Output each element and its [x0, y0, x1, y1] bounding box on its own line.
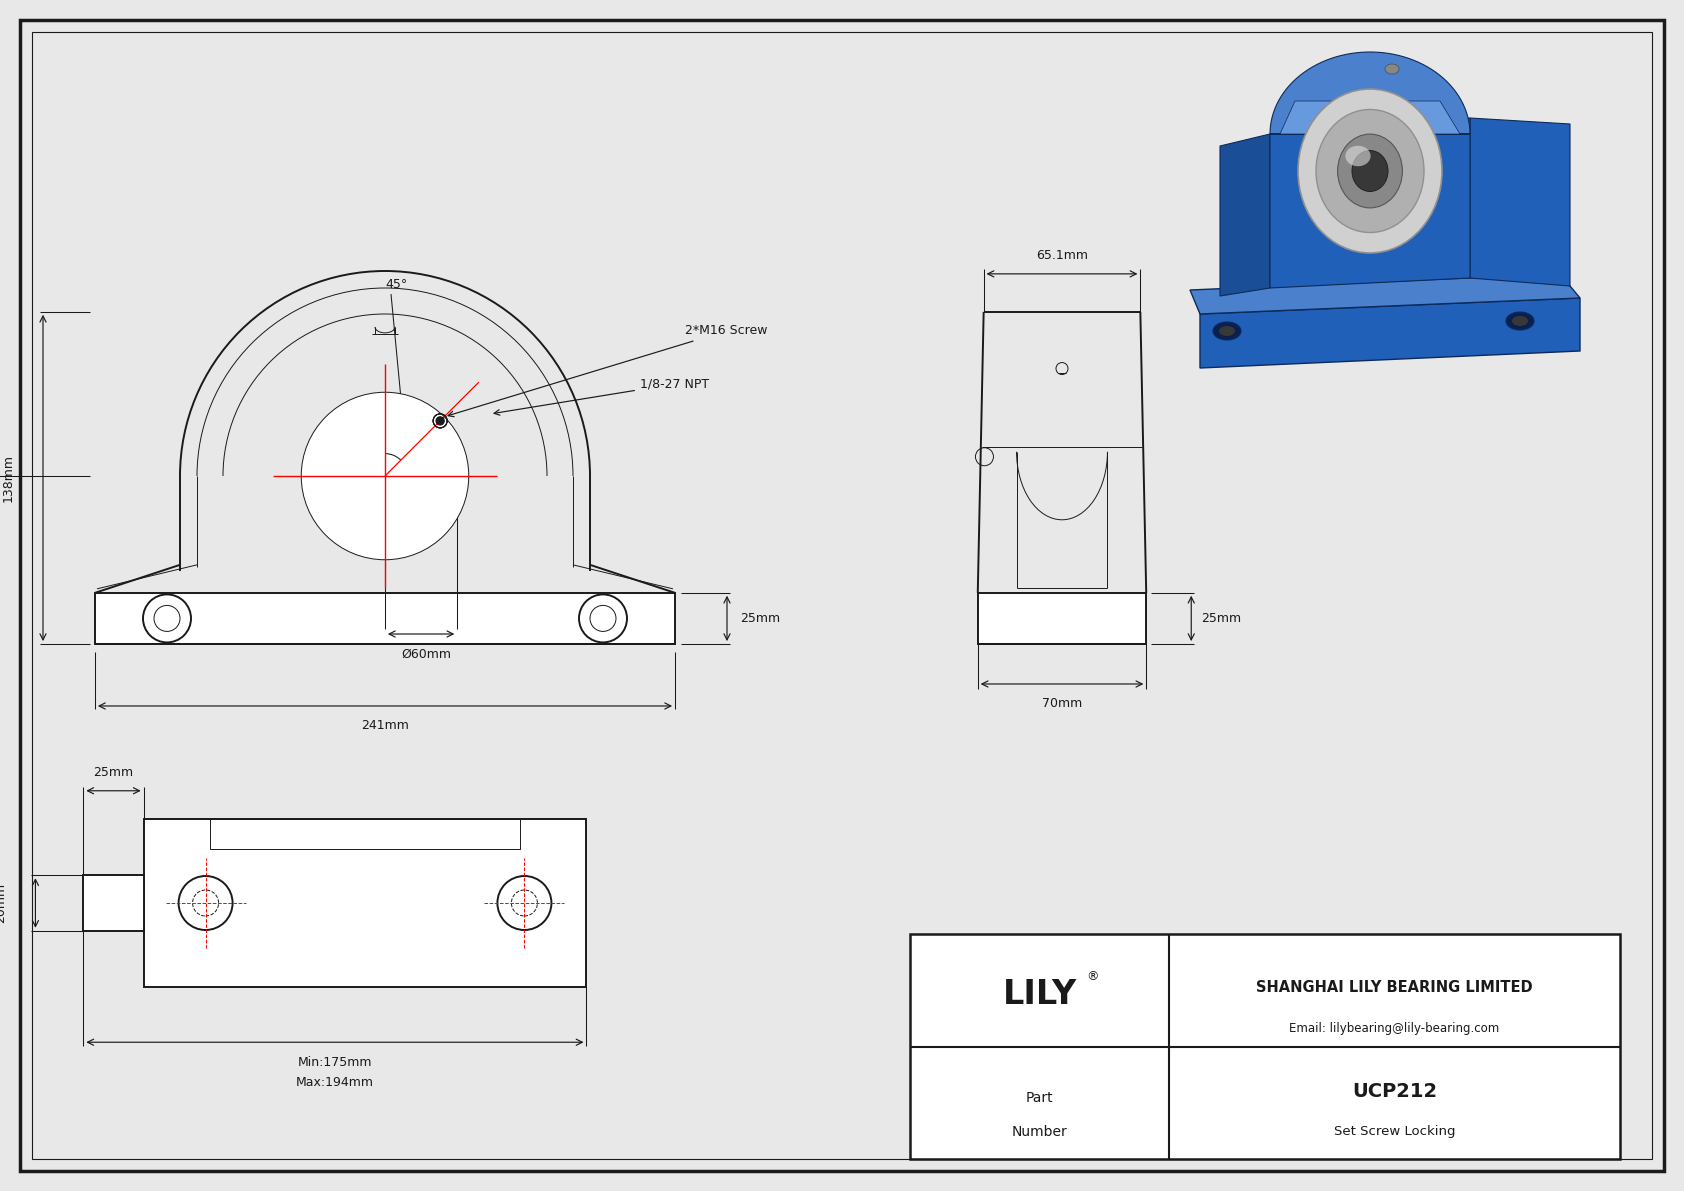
Polygon shape — [1270, 118, 1470, 288]
Polygon shape — [1280, 101, 1460, 135]
Bar — [978, 593, 1147, 644]
Text: 2*M16 Screw: 2*M16 Screw — [448, 324, 768, 417]
Circle shape — [153, 605, 180, 631]
Text: UCP212: UCP212 — [1352, 1081, 1436, 1100]
Polygon shape — [1219, 135, 1270, 297]
Ellipse shape — [1298, 89, 1442, 252]
Text: 1/8-27 NPT: 1/8-27 NPT — [493, 378, 709, 416]
Ellipse shape — [1346, 145, 1371, 167]
Text: 241mm: 241mm — [360, 719, 409, 732]
Circle shape — [301, 392, 468, 560]
Circle shape — [497, 877, 551, 930]
Ellipse shape — [1505, 312, 1534, 330]
Bar — [143, 818, 586, 987]
Text: Email: lilybearing@lily-bearing.com: Email: lilybearing@lily-bearing.com — [1290, 1022, 1500, 1035]
Text: Ø60mm: Ø60mm — [401, 648, 451, 661]
Text: Min:175mm: Min:175mm — [298, 1055, 372, 1068]
Circle shape — [436, 417, 445, 425]
Polygon shape — [1191, 274, 1580, 314]
Text: ®: ® — [1086, 971, 1100, 984]
Text: 25mm: 25mm — [739, 612, 780, 625]
Text: SHANGHAI LILY BEARING LIMITED: SHANGHAI LILY BEARING LIMITED — [1256, 980, 1532, 996]
Ellipse shape — [1337, 135, 1403, 208]
Bar — [210, 818, 520, 849]
Text: Part: Part — [1026, 1091, 1054, 1105]
Text: Set Screw Locking: Set Screw Locking — [1334, 1125, 1455, 1139]
Bar — [94, 593, 675, 644]
Ellipse shape — [1512, 316, 1527, 326]
Polygon shape — [1270, 52, 1470, 135]
Text: 45°: 45° — [386, 278, 408, 291]
Text: 25mm: 25mm — [1201, 612, 1241, 625]
Ellipse shape — [1212, 322, 1241, 339]
Circle shape — [143, 594, 190, 642]
Circle shape — [579, 594, 626, 642]
Ellipse shape — [1384, 64, 1399, 74]
Text: LILY: LILY — [1002, 978, 1076, 1011]
Ellipse shape — [1352, 150, 1388, 192]
Text: Max:194mm: Max:194mm — [296, 1075, 374, 1089]
Text: 138mm: 138mm — [2, 454, 15, 501]
Circle shape — [589, 605, 616, 631]
Polygon shape — [1470, 118, 1569, 286]
Ellipse shape — [1219, 326, 1234, 336]
Circle shape — [179, 877, 232, 930]
Bar — [84, 875, 143, 930]
Ellipse shape — [1315, 110, 1425, 232]
Circle shape — [335, 425, 436, 526]
Text: 65.1mm: 65.1mm — [1036, 249, 1088, 262]
Text: Number: Number — [1012, 1125, 1068, 1139]
Text: 25mm: 25mm — [93, 766, 133, 779]
Bar — [909, 934, 1620, 1159]
Text: 70mm: 70mm — [1042, 698, 1083, 711]
Text: 20mm: 20mm — [0, 883, 7, 923]
Circle shape — [313, 404, 456, 548]
Polygon shape — [1201, 298, 1580, 368]
